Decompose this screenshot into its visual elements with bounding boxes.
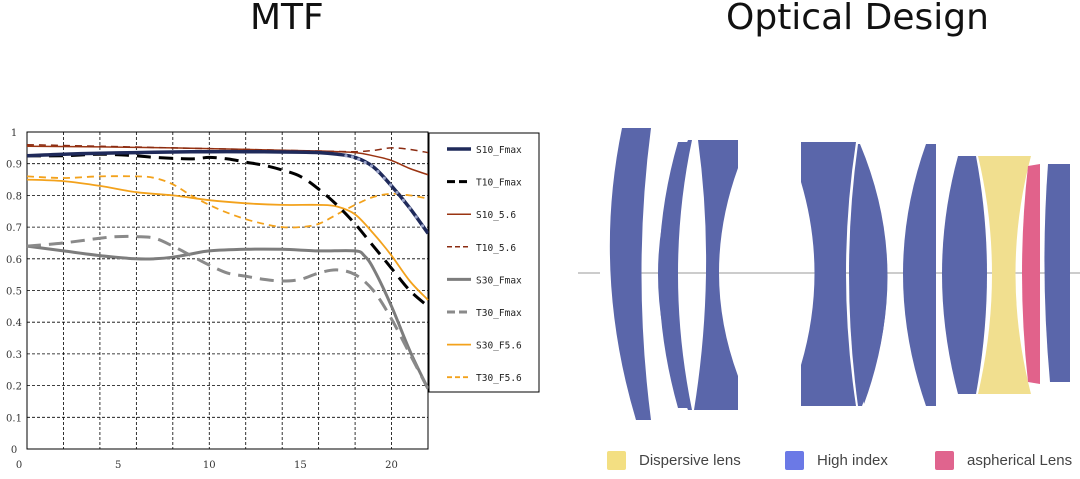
y-tick-label: 1 bbox=[11, 128, 17, 139]
y-tick-label: 0.2 bbox=[6, 382, 22, 393]
y-tick-label: 0.6 bbox=[6, 255, 22, 266]
series-line-S30_Fmax bbox=[26, 244, 430, 390]
series-point-S10_Fmax bbox=[408, 206, 412, 210]
legend-label-T30_F5.6: T30_F5.6 bbox=[476, 373, 522, 384]
x-tick-label: 0 bbox=[16, 460, 22, 471]
series-line-S30_F5.6 bbox=[26, 178, 429, 301]
legend-label-T30_Fmax: T30_Fmax bbox=[476, 308, 522, 319]
mtf-chart: 00.10.20.30.40.50.60.70.80.910 5 10 15 20 S1… bbox=[6, 128, 540, 471]
lens-element-3 bbox=[694, 140, 738, 410]
lens-element-aspherical bbox=[1022, 164, 1040, 384]
legend-label-S10_Fmax: S10_Fmax bbox=[476, 145, 522, 156]
legend-aspherical: aspherical Lens bbox=[935, 446, 1072, 474]
series-point-S10_Fmax bbox=[376, 170, 380, 174]
chart-ticks: 00.10.20.30.40.50.60.70.80.910 5 10 15 20 bbox=[6, 128, 398, 471]
legend-dispersive: Dispersive lens bbox=[607, 446, 741, 474]
legend-label-T10_Fmax: T10_Fmax bbox=[476, 178, 522, 189]
series-line-T30_Fmax bbox=[26, 234, 430, 390]
lens-element-last bbox=[1044, 164, 1070, 382]
optical-design-title: Optical Design bbox=[726, 0, 989, 38]
legend-high-index: High index bbox=[785, 446, 888, 474]
dispersive-swatch bbox=[607, 450, 626, 470]
aspherical-swatch bbox=[935, 450, 954, 470]
y-tick-label: 0.7 bbox=[6, 223, 22, 234]
series-point-S10_Fmax bbox=[369, 164, 374, 168]
y-tick-label: 0.1 bbox=[6, 413, 22, 424]
chart-grid bbox=[26, 131, 429, 450]
x-tick-label: 15 bbox=[294, 460, 307, 471]
series-point-S10_Fmax bbox=[420, 224, 425, 228]
high-index-swatch bbox=[785, 450, 804, 470]
series-line-S10_Fmax bbox=[26, 149, 430, 235]
legend-dispersive-label: Dispersive lens bbox=[639, 451, 741, 469]
series-point-S10_Fmax bbox=[395, 190, 399, 195]
y-tick-label: 0.3 bbox=[6, 350, 22, 361]
legend-label-T10_5.6: T10_5.6 bbox=[476, 243, 516, 254]
x-tick-label: 10 bbox=[203, 460, 216, 471]
series-point-S10_Fmax bbox=[363, 160, 367, 165]
legend-box bbox=[428, 132, 540, 393]
y-tick-label: 0.4 bbox=[6, 318, 22, 329]
series-point-S10_Fmax bbox=[357, 157, 361, 161]
series-point-S10_Fmax bbox=[344, 154, 348, 158]
series-point-S10_Fmax bbox=[350, 155, 354, 159]
series-line-T30_F5.6 bbox=[26, 175, 429, 229]
series-point-S10_Fmax bbox=[401, 198, 405, 202]
legend-label-S30_Fmax: S30_Fmax bbox=[476, 275, 522, 286]
legend-aspherical-label: aspherical Lens bbox=[967, 451, 1073, 469]
legend-high-index-label: High index bbox=[817, 451, 888, 469]
lens-element-4 bbox=[801, 142, 856, 406]
series-line-T10_5.6 bbox=[26, 143, 429, 154]
lens-element-2b bbox=[659, 142, 690, 408]
lens-element-dispersive bbox=[978, 156, 1031, 394]
y-tick-label: 0 bbox=[11, 445, 17, 456]
chart-series bbox=[26, 143, 430, 390]
lens-element-7 bbox=[942, 156, 987, 394]
legend-label-S10_5.6: S10_5.6 bbox=[476, 210, 516, 221]
legend-label-S30_F5.6: S30_F5.6 bbox=[476, 341, 522, 352]
series-point-S10_Fmax bbox=[389, 183, 393, 187]
mtf-title: MTF bbox=[250, 0, 324, 38]
lens-element-5b bbox=[853, 146, 888, 404]
lens-element-6 bbox=[903, 144, 936, 406]
lens-element-1 bbox=[609, 128, 651, 420]
series-point-S10_Fmax bbox=[382, 176, 386, 180]
optical-design-diagram bbox=[578, 128, 1080, 420]
series-point-S10_Fmax bbox=[414, 215, 418, 219]
x-tick-label: 5 bbox=[115, 460, 121, 471]
x-tick-label: 20 bbox=[385, 460, 398, 471]
y-tick-label: 0.5 bbox=[6, 287, 22, 298]
y-tick-label: 0.9 bbox=[6, 160, 22, 171]
y-tick-label: 0.8 bbox=[6, 191, 22, 202]
series-line-T10_Fmax bbox=[26, 152, 429, 308]
chart-legend: S10_Fmax T10_Fmax S10_5.6 T10_5.6 S30_Fmax T3… bbox=[428, 132, 540, 393]
